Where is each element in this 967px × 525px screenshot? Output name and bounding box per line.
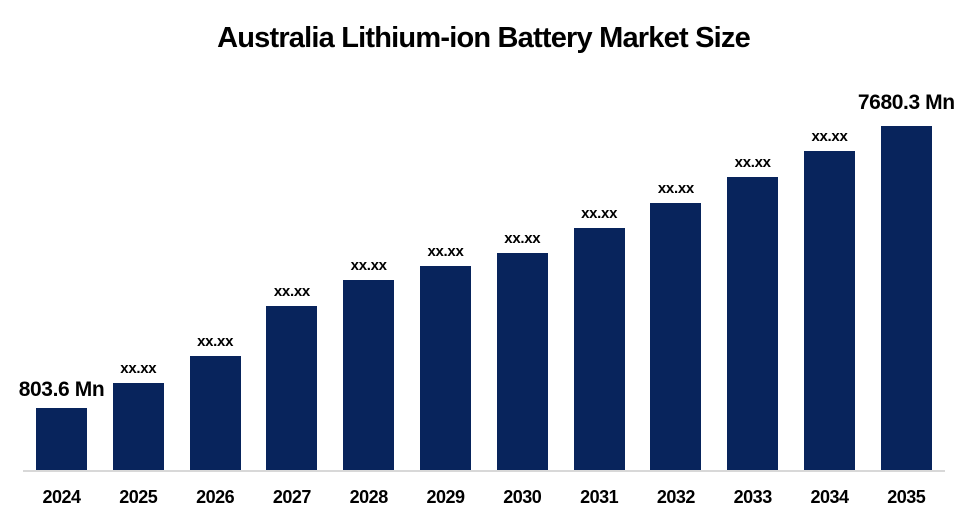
bar-value-label-2031: xx.xx bbox=[581, 205, 618, 222]
bar-value-label-2027: xx.xx bbox=[273, 283, 310, 300]
bar-2034 bbox=[804, 151, 855, 470]
bar-2024 bbox=[36, 408, 87, 470]
x-axis-label-2032: 2032 bbox=[656, 487, 696, 507]
x-axis-line bbox=[23, 470, 945, 472]
bar-value-label-2032: xx.xx bbox=[657, 180, 694, 197]
bar-value-label-2033: xx.xx bbox=[734, 154, 771, 171]
bar-value-label-2024: 803.6 Mn bbox=[18, 378, 105, 401]
x-axis-label-2027: 2027 bbox=[272, 487, 312, 507]
x-axis-label-2031: 2031 bbox=[580, 487, 619, 507]
x-axis-label-2030: 2030 bbox=[503, 487, 542, 507]
bar-2035 bbox=[880, 126, 932, 470]
bar-2027 bbox=[266, 306, 318, 470]
bar-2033 bbox=[727, 177, 779, 470]
bar-2026 bbox=[189, 356, 241, 470]
bar-2031 bbox=[573, 228, 625, 470]
bar-value-label-2030: xx.xx bbox=[504, 230, 541, 247]
bar-2029 bbox=[420, 266, 471, 470]
x-axis-label-2034: 2034 bbox=[810, 487, 849, 507]
x-axis-label-2029: 2029 bbox=[426, 487, 465, 507]
bar-2032 bbox=[650, 203, 702, 470]
bar-2030 bbox=[496, 253, 548, 470]
bar-2028 bbox=[343, 280, 395, 470]
x-axis-label-2028: 2028 bbox=[349, 487, 389, 507]
x-axis-label-2025: 2025 bbox=[119, 487, 158, 507]
bar-value-label-2035: 7680.3 Mn bbox=[857, 91, 955, 114]
bar-value-label-2029: xx.xx bbox=[427, 243, 464, 260]
x-axis-label-2035: 2035 bbox=[887, 487, 926, 507]
bar-value-label-2034: xx.xx bbox=[811, 128, 848, 145]
bar-value-label-2026: xx.xx bbox=[197, 333, 234, 350]
bar-2025 bbox=[112, 383, 164, 470]
x-axis-label-2024: 2024 bbox=[42, 487, 81, 507]
chart-title: Australia Lithium-ion Battery Market Siz… bbox=[217, 22, 751, 54]
x-axis-label-2026: 2026 bbox=[196, 487, 235, 507]
bar-value-label-2025: xx.xx bbox=[120, 360, 157, 377]
x-axis-label-2033: 2033 bbox=[733, 487, 773, 507]
bar-value-label-2028: xx.xx bbox=[350, 257, 387, 274]
